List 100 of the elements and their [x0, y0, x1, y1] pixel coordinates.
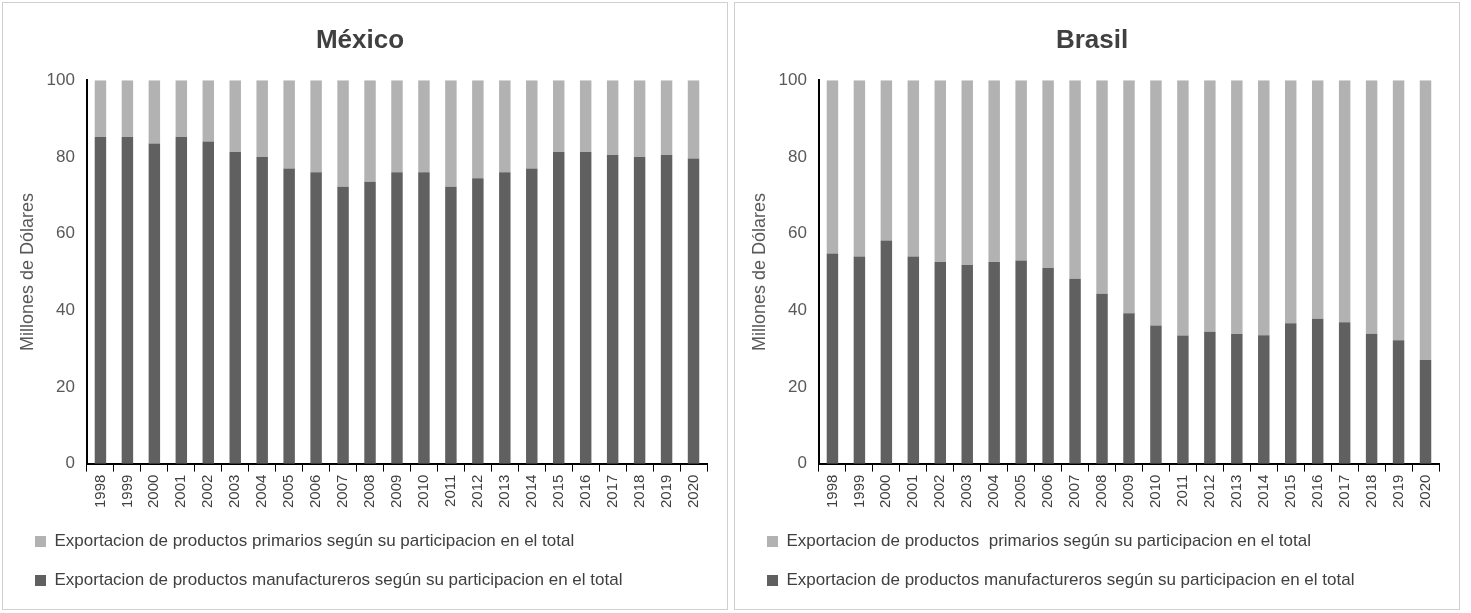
- x-tick-label: 2003: [225, 474, 243, 509]
- bar: [364, 181, 376, 464]
- x-tick-label: 2008: [360, 474, 378, 509]
- x-tick-label: 2001: [171, 474, 189, 509]
- bar: [310, 172, 322, 464]
- bar: [1392, 340, 1405, 464]
- bar: [880, 80, 893, 241]
- bar: [337, 80, 349, 187]
- bar: [256, 156, 268, 464]
- bar: [1123, 80, 1135, 314]
- y-tick-label: 100: [778, 69, 807, 89]
- bar: [1042, 80, 1054, 269]
- bar: [418, 80, 430, 173]
- x-tick-label: 2020: [1415, 474, 1433, 509]
- bar: [1015, 260, 1027, 464]
- x-tick-label: 2012: [468, 474, 485, 509]
- y-axis-title: Millones de Dólares: [748, 192, 769, 351]
- x-tick-label: 2010: [1146, 474, 1164, 509]
- bar: [961, 265, 973, 464]
- x-tick-label: 2015: [1280, 474, 1298, 509]
- x-tick-label: 2013: [494, 474, 512, 509]
- bar: [660, 154, 673, 464]
- bar: [1231, 80, 1243, 335]
- bar: [175, 80, 188, 137]
- y-tick-label: 60: [788, 223, 807, 243]
- y-tick-label: 40: [56, 299, 75, 319]
- y-tick-label: 20: [56, 376, 75, 396]
- bar: [1177, 335, 1189, 464]
- bar: [148, 143, 161, 464]
- x-tick-label: 1999: [849, 474, 867, 509]
- y-tick-label: 40: [788, 299, 807, 319]
- x-tick-label: 2000: [876, 474, 894, 509]
- bar: [606, 154, 619, 464]
- bar: [579, 151, 592, 464]
- bar: [337, 186, 349, 464]
- x-tick-label: 2019: [1388, 474, 1406, 509]
- bar: [283, 168, 295, 464]
- y-tick-label: 0: [797, 453, 807, 473]
- x-tick-label: 2015: [548, 474, 566, 509]
- bar: [687, 158, 700, 464]
- bar: [1231, 334, 1243, 464]
- x-tick-label: 2001: [903, 474, 921, 509]
- bar: [553, 151, 565, 464]
- bar: [391, 80, 403, 173]
- bar: [1258, 335, 1270, 464]
- x-tick-label: 2018: [629, 474, 647, 509]
- bar: [1150, 325, 1162, 464]
- x-tick-label: 2016: [575, 474, 593, 509]
- x-tick-label: 2004: [252, 474, 270, 509]
- bar: [988, 261, 1000, 464]
- bar: [961, 80, 973, 266]
- x-tick-label: 2010: [414, 474, 432, 509]
- bar: [988, 80, 1000, 262]
- bar: [121, 80, 134, 137]
- bar: [934, 80, 946, 262]
- x-tick-label: 2019: [656, 474, 674, 509]
- legend-label: Exportacion de productos primarios según su participacion en el total: [54, 531, 575, 551]
- x-tick-label: 2014: [1253, 474, 1271, 509]
- bar: [1015, 80, 1027, 261]
- bar: [1069, 80, 1081, 279]
- x-tick-label: 1998: [90, 474, 108, 509]
- bar: [853, 256, 866, 464]
- bar: [202, 80, 214, 142]
- bar: [1204, 80, 1216, 332]
- x-tick-label: 1999: [117, 474, 135, 509]
- x-tick-label: 2006: [306, 474, 324, 509]
- x-tick-label: 1998: [822, 474, 840, 509]
- chart-title: Brasil: [1055, 23, 1129, 54]
- bar: [364, 80, 376, 182]
- bar: [1311, 318, 1324, 464]
- bar: [1365, 80, 1378, 334]
- bar: [499, 80, 511, 173]
- bar: [94, 136, 107, 464]
- bar: [1419, 360, 1432, 464]
- bar: [445, 80, 457, 187]
- x-tick-label: 2020: [683, 474, 701, 509]
- y-tick-label: 0: [65, 453, 75, 473]
- x-tick-label: 2008: [1092, 474, 1110, 509]
- y-tick-label: 80: [788, 146, 807, 166]
- bar: [934, 261, 946, 464]
- x-tick-label: 2009: [1119, 474, 1137, 509]
- x-tick-label: 2014: [521, 474, 539, 509]
- bar: [229, 151, 241, 464]
- bar: [202, 141, 214, 464]
- bar: [1069, 278, 1081, 464]
- bar: [175, 136, 188, 464]
- bar: [687, 80, 700, 159]
- bar: [1123, 313, 1135, 464]
- bar: [526, 80, 538, 169]
- bar: [1042, 268, 1054, 464]
- bar: [391, 172, 403, 464]
- x-tick-label: 2016: [1307, 474, 1325, 509]
- bar: [553, 80, 565, 152]
- bar: [1258, 80, 1270, 336]
- bar: [1365, 333, 1378, 464]
- x-tick-label: 2013: [1226, 474, 1244, 509]
- bar: [826, 80, 839, 254]
- legend-label: Exportacion de productos primarios según su participacion en el total: [786, 531, 1311, 551]
- x-tick-label: 2006: [1038, 474, 1056, 509]
- x-tick-label: 2002: [930, 474, 948, 509]
